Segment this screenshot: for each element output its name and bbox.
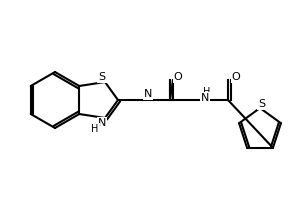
Text: S: S: [98, 72, 106, 82]
Text: N: N: [98, 118, 106, 128]
Text: H: H: [91, 124, 99, 134]
Text: O: O: [232, 72, 240, 82]
Text: N: N: [144, 89, 152, 99]
Text: N: N: [201, 93, 209, 103]
Text: O: O: [174, 72, 182, 82]
Text: H: H: [203, 87, 211, 97]
Text: S: S: [258, 99, 266, 109]
